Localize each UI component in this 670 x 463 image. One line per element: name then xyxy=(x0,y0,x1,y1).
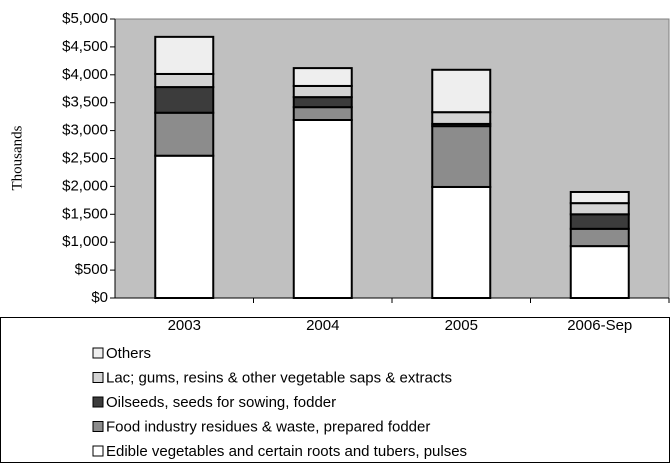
y-tick-label: $1,000 xyxy=(62,233,108,250)
y-tick-label: $4,500 xyxy=(62,38,108,55)
legend-swatch xyxy=(92,372,104,383)
x-tick-label: 2004 xyxy=(306,317,339,334)
y-axis-label: Thousands xyxy=(9,125,25,190)
legend-label: Oilseeds, seeds for sowing, fodder xyxy=(106,394,336,411)
bar-segment xyxy=(569,213,630,230)
legend-swatch xyxy=(92,396,104,408)
bar-segment xyxy=(569,227,630,248)
legend-swatch xyxy=(92,421,104,432)
y-tick-label: $0 xyxy=(91,289,108,306)
legend-label: Food industry residues & waste, prepared… xyxy=(106,418,430,435)
bar-segment xyxy=(154,86,215,114)
legend-box xyxy=(0,317,670,463)
legend-label: Lac; gums, resins & other vegetable saps… xyxy=(106,369,452,386)
bar-segment xyxy=(431,185,492,299)
bar-segment xyxy=(292,106,353,121)
legend-label: Others xyxy=(106,345,151,362)
bar-segment xyxy=(569,245,630,300)
bar-segment xyxy=(154,72,215,89)
y-tick-label: $1,500 xyxy=(62,205,108,222)
y-tick-label: $500 xyxy=(75,261,108,278)
bar-segment xyxy=(292,96,353,109)
legend-label: Edible vegetables and certain roots and … xyxy=(106,443,467,460)
bar-segment xyxy=(569,202,630,216)
y-tick-label: $2,500 xyxy=(62,149,108,166)
y-tick-label: $2,000 xyxy=(62,177,108,194)
bar-segment xyxy=(431,125,492,188)
x-tick-label: 2003 xyxy=(168,317,201,334)
legend-swatch xyxy=(92,445,104,457)
bar-segment xyxy=(154,111,215,157)
bar-segment xyxy=(292,118,353,299)
bar-segment xyxy=(292,67,353,87)
y-tick-label: $5,000 xyxy=(62,10,108,27)
bar-segment xyxy=(292,84,353,99)
y-tick-label: $3,500 xyxy=(62,94,108,111)
bar-segment xyxy=(431,111,492,125)
x-tick-label: 2006-Sep xyxy=(567,317,632,334)
y-tick-label: $3,000 xyxy=(62,122,108,139)
bar-segment xyxy=(431,68,492,114)
x-tick-label: 2005 xyxy=(445,317,478,334)
legend-swatch xyxy=(92,347,104,359)
bar-segment xyxy=(154,154,215,299)
y-tick-label: $4,000 xyxy=(62,66,108,83)
bar-segment xyxy=(154,35,215,75)
bar-segment xyxy=(569,190,630,205)
